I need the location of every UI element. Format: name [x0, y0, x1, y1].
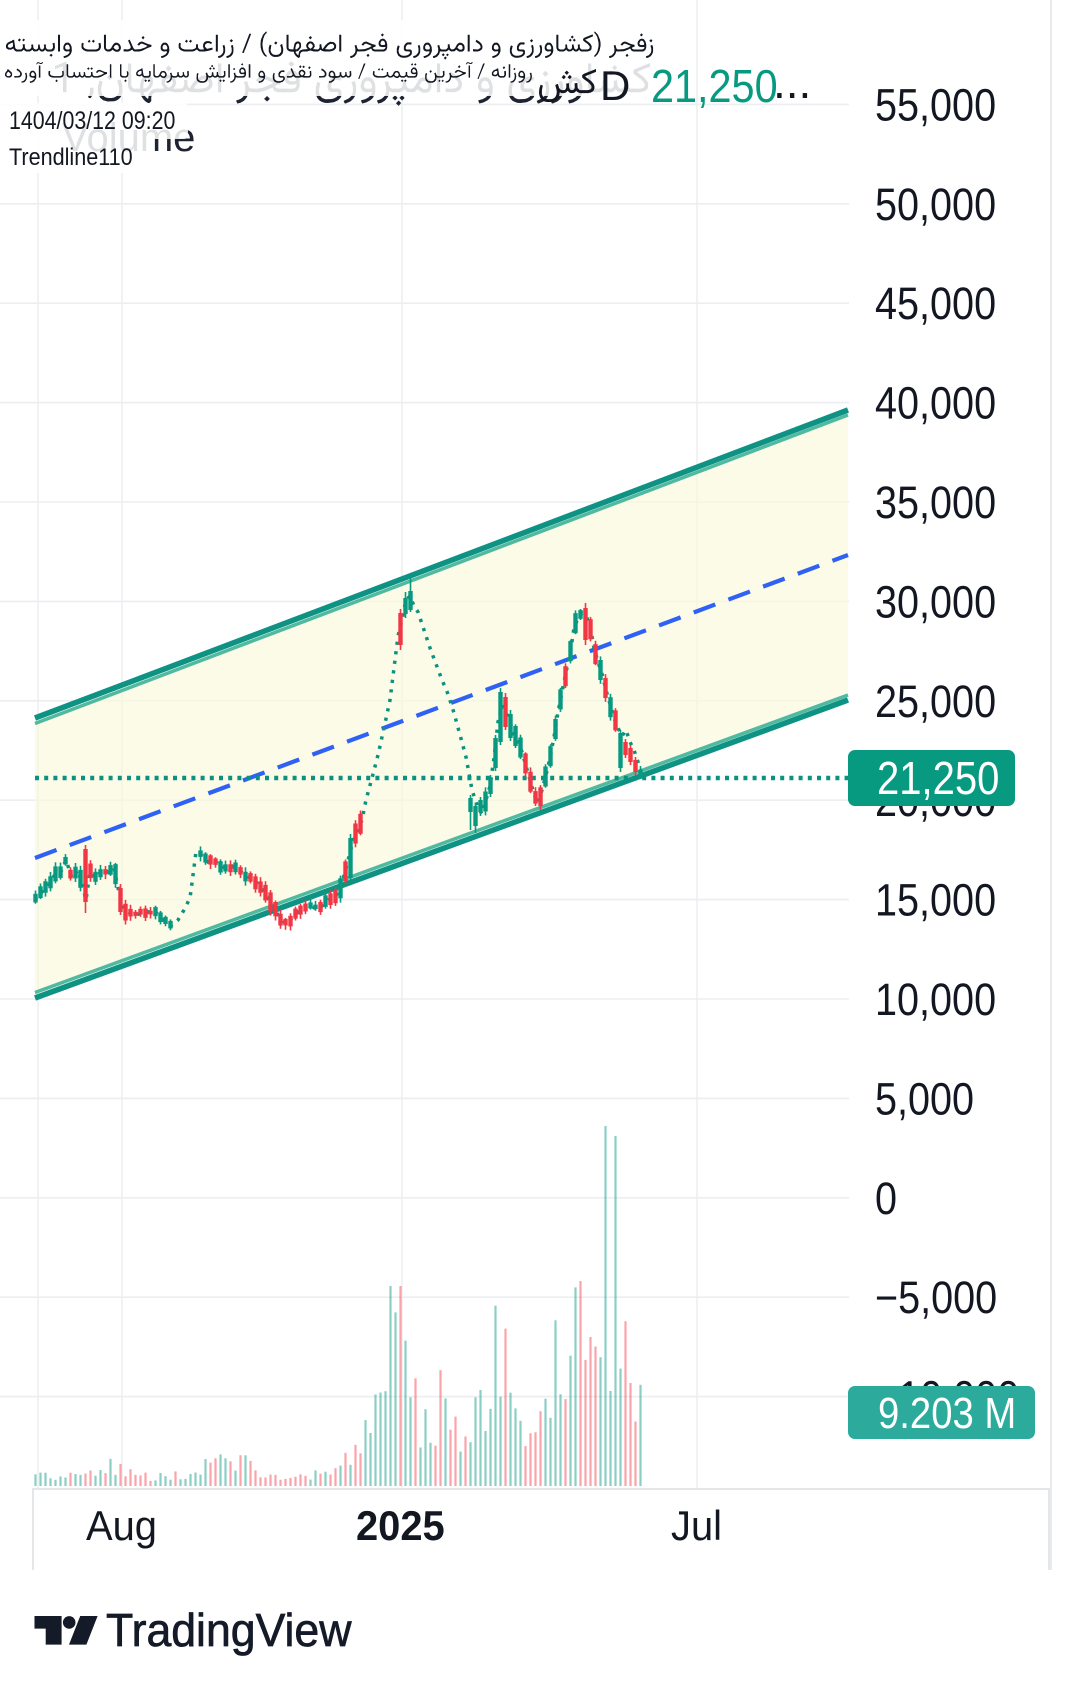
svg-text:D: D	[600, 62, 630, 109]
svg-text:15,000: 15,000	[875, 875, 996, 925]
svg-text:55,000: 55,000	[875, 80, 996, 130]
svg-text:Jul: Jul	[671, 1502, 722, 1549]
svg-text:−5,000: −5,000	[875, 1273, 997, 1323]
svg-text:TradingView: TradingView	[106, 1604, 352, 1656]
svg-text:10,000: 10,000	[875, 975, 996, 1025]
svg-text:50,000: 50,000	[875, 179, 996, 229]
svg-text:9.203 M: 9.203 M	[878, 1389, 1016, 1438]
svg-text:1404/03/12 09:20: 1404/03/12 09:20	[9, 106, 175, 134]
svg-text:...: ...	[773, 56, 811, 108]
svg-text:2025: 2025	[356, 1502, 445, 1549]
svg-text:25,000: 25,000	[875, 676, 996, 726]
svg-text:21,250: 21,250	[651, 61, 778, 113]
svg-text:30,000: 30,000	[875, 577, 996, 627]
svg-text:Trendline110: Trendline110	[9, 143, 133, 170]
svg-text:5,000: 5,000	[875, 1074, 974, 1124]
svg-text:45,000: 45,000	[875, 279, 996, 329]
svg-text:40,000: 40,000	[875, 378, 996, 428]
svg-text:Aug: Aug	[86, 1502, 157, 1549]
svg-text:0: 0	[875, 1173, 897, 1223]
svg-text:35,000: 35,000	[875, 478, 996, 528]
svg-text:21,250: 21,250	[877, 753, 999, 804]
